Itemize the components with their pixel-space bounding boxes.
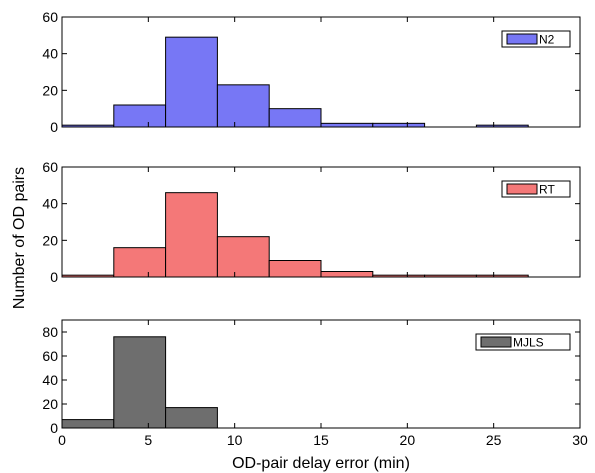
- legend: MJLS: [475, 333, 571, 351]
- panel-mjls: 0 20 40 60 80 0 5 10 15 20 25 30 MJLS: [42, 319, 588, 448]
- y-axis-label: Number of OD pairs: [11, 167, 28, 309]
- legend-swatch: [506, 183, 538, 195]
- y-tick-label: 20: [42, 396, 58, 412]
- histogram-bar: [113, 336, 167, 429]
- y-tick-label: 0: [50, 119, 58, 135]
- legend-swatch: [506, 33, 538, 45]
- x-tick-label: 15: [313, 432, 329, 448]
- histogram-bar: [216, 236, 270, 278]
- y-tick-label: 60: [42, 9, 58, 25]
- y-tick-label: 80: [42, 324, 58, 340]
- histogram-bar: [216, 84, 270, 128]
- histogram-bar: [61, 419, 115, 429]
- x-tick-label: 5: [144, 432, 152, 448]
- panel-n2: 0 20 40 60 N2: [42, 9, 581, 135]
- panel-rt: 0 20 40 60 RT: [42, 159, 581, 285]
- y-tick-label: 20: [42, 82, 58, 98]
- x-tick-label: 25: [486, 432, 502, 448]
- legend-label: MJLS: [513, 336, 544, 350]
- histogram-bar: [320, 122, 374, 128]
- histogram-bar: [268, 260, 322, 278]
- histogram-bar: [268, 108, 322, 128]
- histogram-bar: [165, 192, 218, 278]
- legend: RT: [501, 180, 571, 198]
- histogram-bar: [165, 36, 218, 128]
- histogram-bar: [113, 247, 167, 278]
- x-tick-label: 20: [400, 432, 416, 448]
- panels: 0 20 40 60 N2 0 20 40 60 RT 0 20 40 60 80 0 5 10 15 20 25 30 M…: [42, 9, 588, 448]
- histogram-bar: [372, 122, 426, 128]
- legend: N2: [501, 30, 571, 48]
- x-tick-label: 10: [227, 432, 243, 448]
- y-tick-label: 60: [42, 159, 58, 175]
- histogram-bar: [113, 104, 167, 128]
- y-tick-label: 0: [50, 269, 58, 285]
- y-tick-label: 20: [42, 232, 58, 248]
- y-tick-label: 60: [42, 348, 58, 364]
- x-tick-label: 30: [572, 432, 588, 448]
- legend-label: RT: [539, 183, 555, 197]
- y-tick-label: 40: [42, 46, 58, 62]
- legend-label: N2: [539, 33, 555, 47]
- x-axis-label: OD-pair delay error (min): [232, 455, 410, 472]
- y-tick-label: 40: [42, 372, 58, 388]
- x-tick-label: 0: [58, 432, 66, 448]
- histogram-bar: [320, 271, 374, 278]
- legend-swatch: [480, 336, 512, 348]
- histogram-bar: [165, 407, 218, 429]
- y-tick-label: 40: [42, 196, 58, 212]
- y-tick-label: 0: [50, 420, 58, 436]
